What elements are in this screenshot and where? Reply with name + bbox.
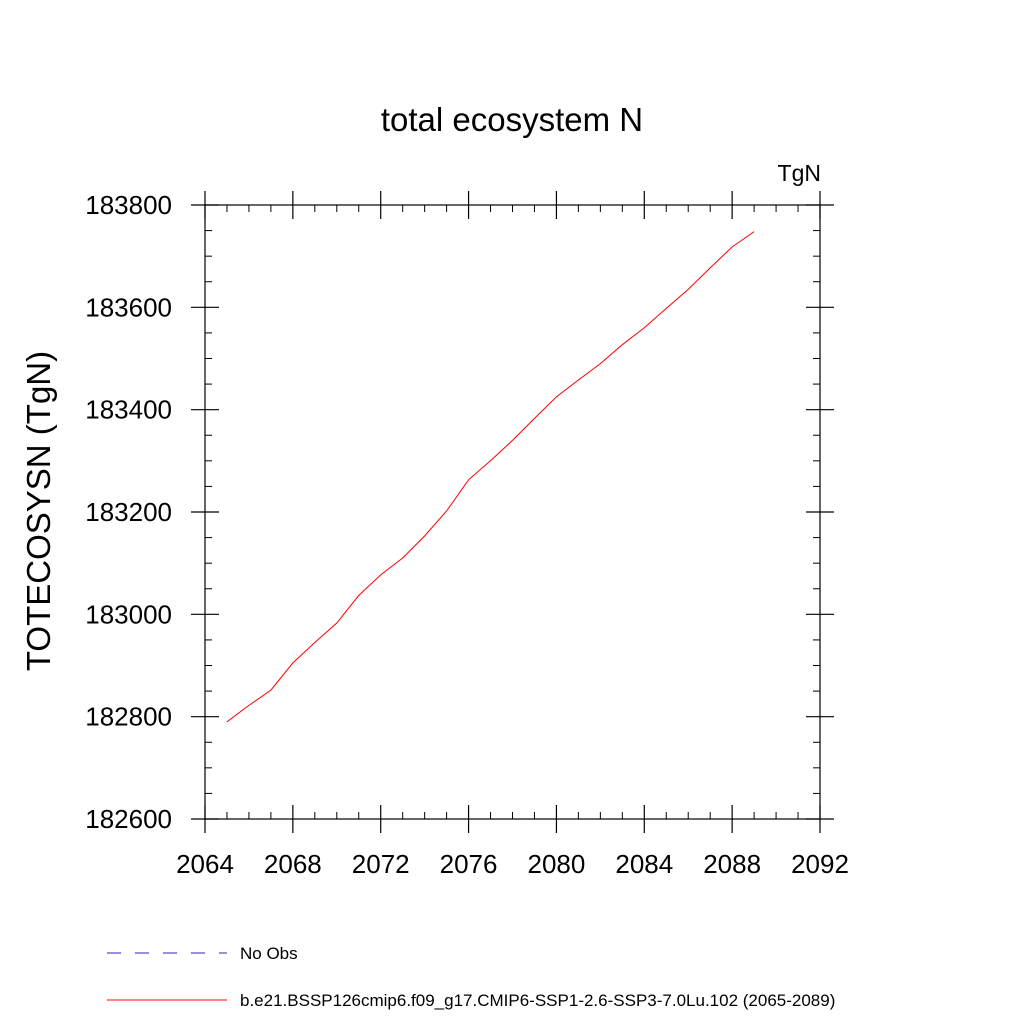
x-tick-label: 2088 bbox=[703, 849, 761, 879]
y-tick-label: 183000 bbox=[85, 599, 172, 629]
y-tick-label: 183800 bbox=[85, 190, 172, 220]
legend-label-no-obs: No Obs bbox=[240, 944, 298, 963]
series-layer bbox=[226, 231, 755, 723]
x-tick-label: 2072 bbox=[352, 849, 410, 879]
y-tick-label: 183600 bbox=[85, 292, 172, 322]
y-tick-labels: 182600 182800 183000 183200 183400 183600 1838… bbox=[85, 190, 172, 834]
chart-title: total ecosystem N bbox=[381, 101, 643, 138]
x-tick-labels: 2064 2068 2072 2076 2080 2084 2088 2092 bbox=[176, 849, 849, 879]
y-tick-label: 183400 bbox=[85, 395, 172, 425]
x-tick-label: 2080 bbox=[528, 849, 586, 879]
plot-frame bbox=[204, 204, 821, 820]
y-axis-label: TOTECOSYSN (TgN) bbox=[20, 351, 57, 671]
legend-label-model-run: b.e21.BSSP126cmip6.f09_g17.CMIP6-SSP1-2.… bbox=[240, 991, 835, 1010]
x-tick-label: 2068 bbox=[264, 849, 322, 879]
y-tick-label: 183200 bbox=[85, 497, 172, 527]
series-line bbox=[226, 231, 755, 723]
y-tick-label: 182800 bbox=[85, 702, 172, 732]
x-tick-label: 2092 bbox=[791, 849, 849, 879]
x-tick-label: 2064 bbox=[176, 849, 234, 879]
x-tick-label: 2076 bbox=[440, 849, 498, 879]
axis-ticks bbox=[191, 191, 834, 833]
y-tick-label: 182600 bbox=[85, 804, 172, 834]
units-label: TgN bbox=[778, 160, 821, 186]
x-tick-label: 2084 bbox=[615, 849, 673, 879]
legend: No Obs b.e21.BSSP126cmip6.f09_g17.CMIP6-… bbox=[107, 944, 835, 1010]
